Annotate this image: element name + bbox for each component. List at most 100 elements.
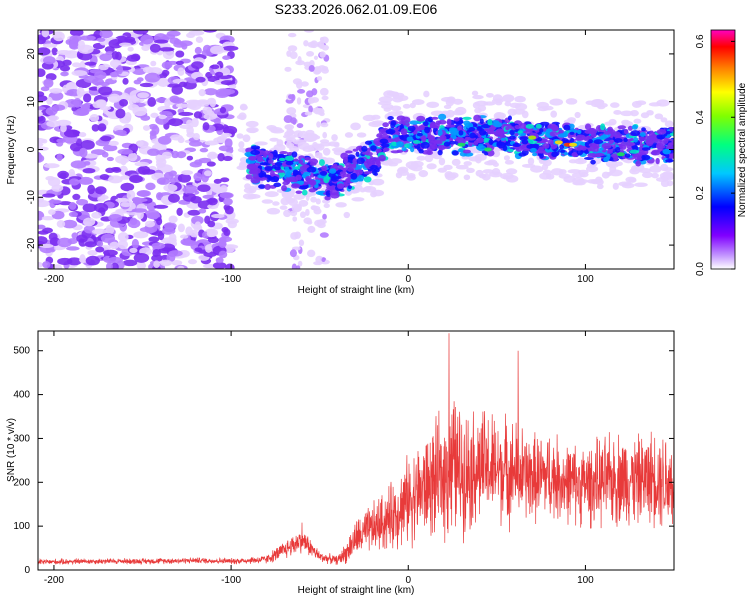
- spectrogram-cell: [660, 117, 668, 123]
- spectrogram-cell: [206, 161, 216, 167]
- spectrogram-cell: [387, 116, 394, 121]
- spectrogram-cell: [264, 166, 273, 171]
- spectrogram-cell: [620, 110, 634, 117]
- spectrogram-cell: [82, 168, 96, 174]
- spectrogram-cell: [242, 193, 257, 200]
- spectrogram-cell: [252, 172, 259, 180]
- spectrogram-cell: [304, 111, 313, 116]
- spectrogram-cell: [355, 169, 363, 175]
- spectrogram-cell: [458, 130, 464, 136]
- spectrogram-cell: [195, 76, 206, 83]
- spectrogram-cell: [210, 45, 225, 55]
- spectrogram-cell: [219, 192, 234, 199]
- spectrogram-cell: [70, 160, 87, 169]
- spectrogram-cell: [525, 123, 534, 129]
- spectrogram-cell: [179, 234, 189, 239]
- spectrogram-cell: [194, 46, 202, 55]
- spectrogram-cell: [42, 56, 56, 65]
- spectrogram-cell: [306, 50, 315, 57]
- spectrogram-cell: [479, 118, 484, 125]
- spectrogram-cell: [298, 185, 308, 190]
- spectrogram-cell: [283, 115, 293, 124]
- spectrogram-cell: [248, 156, 257, 161]
- spectrogram-cell: [375, 148, 382, 153]
- spectrogram-cell: [504, 101, 512, 107]
- spectrogram-cell: [97, 196, 106, 202]
- spectrogram-cell: [472, 94, 484, 100]
- spectrogram-cell: [207, 97, 216, 104]
- spectrogram-cell: [288, 32, 297, 38]
- spectrogram-cell: [463, 174, 471, 181]
- spectrogram-cell: [491, 168, 501, 176]
- spectrogram-cell: [52, 264, 63, 269]
- spectrogram-cell: [363, 160, 373, 168]
- spectrogram-cell: [120, 202, 132, 208]
- spectrogram-x-label: Height of straight line (km): [298, 285, 415, 296]
- spectrogram-cell: [561, 137, 569, 144]
- spectrogram-cell: [422, 121, 429, 127]
- spectrogram-cell: [126, 54, 140, 62]
- spectrogram-cell: [420, 141, 430, 149]
- spectrogram-cell: [417, 125, 425, 131]
- spectrogram-cell: [371, 120, 385, 126]
- spectrogram-cell: [485, 92, 494, 98]
- colorbar-tick-label: 0.0: [695, 262, 706, 276]
- spectrogram-cell: [426, 163, 437, 170]
- snr-y-tick-label: 400: [13, 390, 30, 401]
- spectrogram-cell: [159, 47, 175, 52]
- spectrogram-cell: [38, 137, 46, 144]
- spectrogram-cell: [162, 49, 175, 60]
- spectrogram-cell: [217, 152, 225, 162]
- spectrogram-cell: [443, 145, 451, 149]
- spectrogram-cell: [57, 257, 73, 266]
- spectrogram-cell: [418, 170, 429, 178]
- spectrogram-cell: [97, 123, 107, 132]
- spectrogram-cell: [574, 111, 581, 119]
- spectrogram-cell: [72, 109, 89, 116]
- spectrogram-cell: [56, 153, 63, 162]
- spectrogram-cell: [335, 202, 347, 208]
- spectrogram-cell: [76, 198, 89, 206]
- spectrogram-cell: [346, 157, 354, 164]
- spectrogram-cell: [190, 196, 202, 204]
- spectrogram-cell: [507, 108, 518, 116]
- spectrogram-cell: [56, 49, 72, 55]
- spectrogram-cell: [322, 213, 327, 220]
- spectrogram-cell: [577, 157, 585, 163]
- spectrogram-cell: [96, 37, 106, 42]
- spectrogram-cell: [547, 139, 554, 145]
- spectrogram-cell: [100, 233, 116, 243]
- spectrogram-cell: [641, 154, 651, 161]
- spectrogram-cell: [455, 164, 469, 170]
- spectrogram-cell: [153, 204, 169, 209]
- spectrogram-cell: [610, 102, 620, 108]
- spectrogram-cell: [569, 137, 575, 143]
- spectrogram-cell: [437, 149, 443, 156]
- spectrogram-cell: [319, 170, 328, 176]
- spectrogram-cell: [286, 127, 294, 136]
- colorbar-tick-label: 0.2: [695, 186, 706, 200]
- spectrogram-cell: [179, 81, 188, 88]
- spectrogram-cell: [528, 135, 537, 140]
- spectrogram-cell: [264, 183, 271, 191]
- spectrogram-cell: [68, 211, 78, 217]
- spectrogram-cell: [322, 147, 331, 156]
- spectrogram-cell: [91, 211, 102, 219]
- spectrogram-cell: [140, 34, 154, 45]
- spectrogram-cell: [279, 151, 288, 155]
- spectrogram-cell: [306, 166, 317, 173]
- spectrogram-cell: [205, 244, 213, 253]
- spectrogram-cell: [408, 164, 418, 170]
- spectrogram-cell: [115, 155, 130, 164]
- spectrogram-cell: [215, 257, 224, 264]
- spectrogram-cell: [457, 148, 464, 153]
- spectrogram-cell: [225, 263, 235, 269]
- spectrogram-cell: [323, 157, 335, 164]
- spectrogram-cell: [495, 128, 505, 135]
- spectrogram-cell: [257, 156, 264, 163]
- spectrogram-cell: [307, 225, 316, 233]
- spectrogram-cell: [406, 136, 415, 142]
- spectrogram-cell: [60, 124, 67, 133]
- spectrogram-cell: [142, 66, 154, 74]
- spectrogram-cell: [211, 213, 225, 219]
